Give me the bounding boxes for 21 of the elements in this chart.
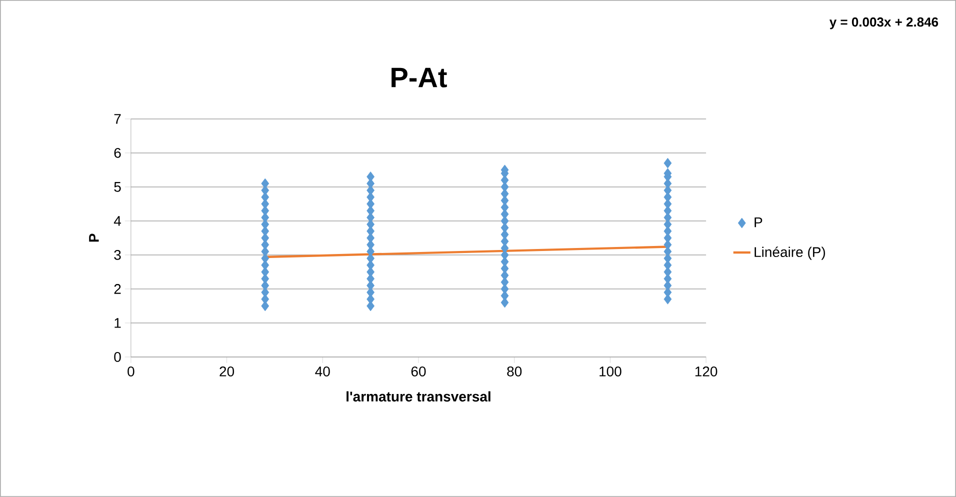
y-tick-label: 5 [114,182,121,192]
x-tick-label: 40 [315,366,330,376]
y-tick-label: 1 [114,318,121,328]
y-tick-label: 0 [114,352,121,362]
x-axis-title: l'armature transversal [346,391,490,402]
x-tick-label: 60 [411,366,426,376]
x-tick-label: 20 [220,366,234,376]
y-tick-label: 2 [114,284,121,294]
x-tick-label: 80 [507,366,522,376]
x-tick-label: 0 [128,366,134,376]
x-tick-label: 120 [695,366,718,376]
y-tick-label: 7 [114,114,121,124]
text: y = 0.003x + 2.846 [829,17,938,30]
y-tick-label: 3 [114,250,121,260]
y-tick-label: 4 [114,216,121,226]
chart-title: P-At [392,68,447,88]
x-tick-label: 100 [600,366,622,376]
legend-label: Linéaire (P) [754,246,826,260]
y-tick-label: 6 [114,148,121,158]
y-axis-title: P [89,234,99,242]
legend-label: P [754,218,762,228]
